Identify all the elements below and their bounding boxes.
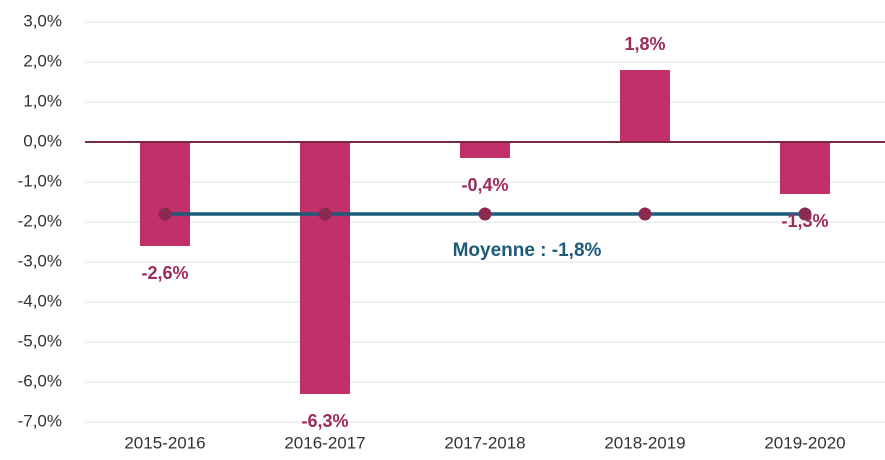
y-tick-label: 2,0% xyxy=(23,51,62,70)
y-tick-label: 1,0% xyxy=(23,91,62,110)
x-tick-label: 2015-2016 xyxy=(124,433,205,452)
y-tick-label: -6,0% xyxy=(18,371,62,390)
value-label: -2,6% xyxy=(141,263,188,283)
y-tick-label: -1,0% xyxy=(18,171,62,190)
y-tick-label: -7,0% xyxy=(18,411,62,430)
average-marker xyxy=(158,207,172,221)
value-label: -1,3% xyxy=(781,211,828,231)
x-tick-label: 2018-2019 xyxy=(604,433,685,452)
y-tick-label: 0,0% xyxy=(23,131,62,150)
bar xyxy=(620,70,670,142)
average-marker xyxy=(798,207,812,221)
value-label: -6,3% xyxy=(301,411,348,431)
x-tick-label: 2016-2017 xyxy=(284,433,365,452)
bar xyxy=(780,142,830,194)
y-tick-label: 3,0% xyxy=(23,11,62,30)
y-tick-label: -4,0% xyxy=(18,291,62,310)
x-tick-label: 2017-2018 xyxy=(444,433,525,452)
bar xyxy=(460,142,510,158)
average-marker xyxy=(638,207,652,221)
value-label: 1,8% xyxy=(624,34,665,54)
bar xyxy=(300,142,350,394)
bar xyxy=(140,142,190,246)
y-tick-label: -2,0% xyxy=(18,211,62,230)
average-marker xyxy=(478,207,492,221)
x-tick-label: 2019-2020 xyxy=(764,433,845,452)
average-marker xyxy=(318,207,332,221)
value-label: -0,4% xyxy=(461,175,508,195)
y-tick-label: -5,0% xyxy=(18,331,62,350)
y-tick-label: -3,0% xyxy=(18,251,62,270)
average-label: Moyenne : -1,8% xyxy=(453,240,602,261)
